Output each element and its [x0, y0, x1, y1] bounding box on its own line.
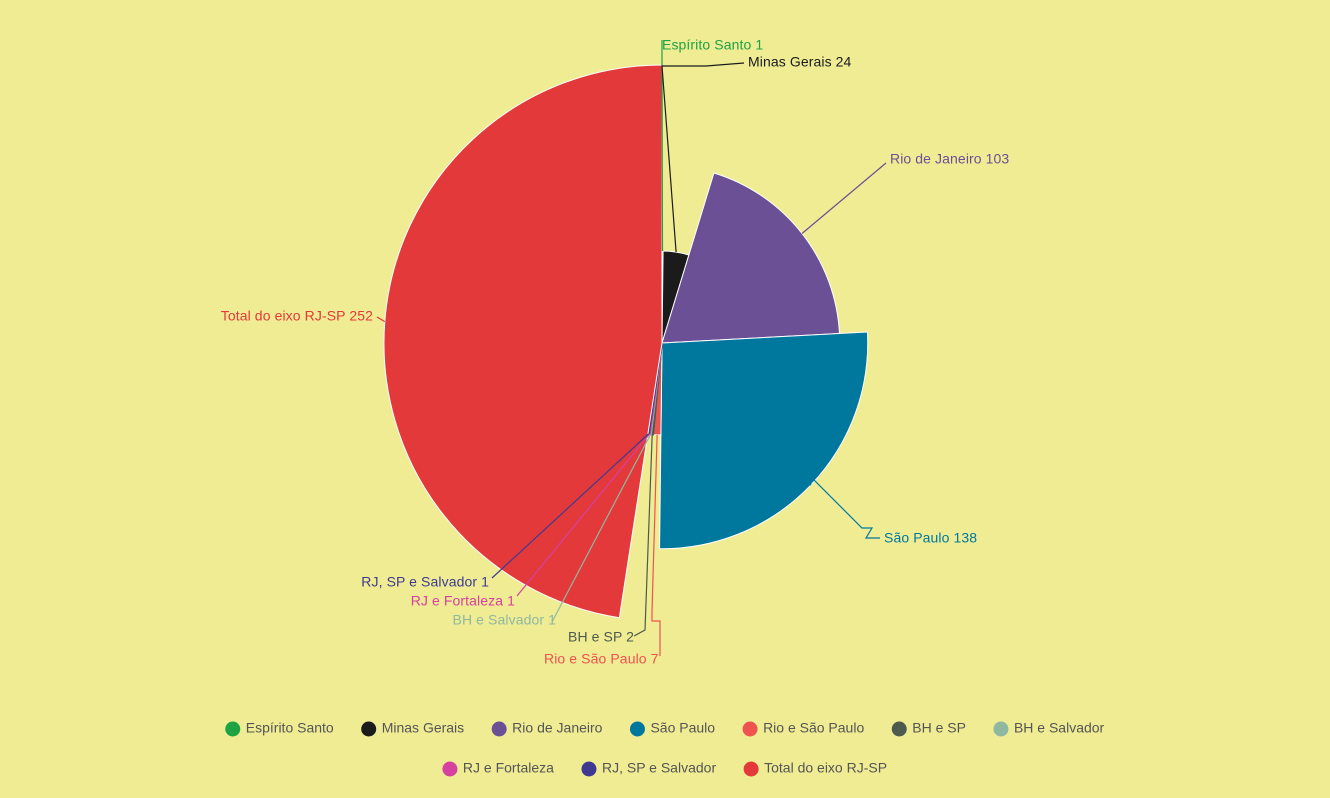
data-label-bh-e-salvador: BH e Salvador 1 — [453, 612, 557, 628]
callout-line-bh-e-salvador — [551, 434, 652, 623]
data-label-bh-e-sp: BH e SP 2 — [568, 629, 634, 645]
data-label-sao-paulo: São Paulo 138 — [884, 530, 977, 546]
data-label-rj-sp-e-salvador: RJ, SP e Salvador 1 — [361, 574, 489, 590]
legend-swatch-rj-e-fortaleza — [442, 761, 458, 777]
pie-slice-sao-paulo — [659, 331, 869, 550]
legend-label-total-do-eixo-rj-sp: Total do eixo RJ-SP — [764, 760, 887, 776]
data-label-rio-e-sao-paulo: Rio e São Paulo 7 — [544, 651, 659, 667]
callout-line-total-do-eixo-rj-sp — [376, 316, 386, 323]
legend-swatch-total-do-eixo-rj-sp — [743, 761, 759, 777]
legend-label-rj-sp-e-salvador: RJ, SP e Salvador — [602, 760, 716, 776]
legend-label-rio-e-sao-paulo: Rio e São Paulo — [763, 720, 864, 736]
legend-swatch-rj-sp-e-salvador — [581, 761, 597, 777]
legend-swatch-minas-gerais — [361, 721, 377, 737]
legend-swatch-rio-de-janeiro — [491, 721, 507, 737]
legend-label-minas-gerais: Minas Gerais — [382, 720, 464, 736]
callout-line-sao-paulo — [809, 476, 880, 539]
callout-line-rj-e-fortaleza — [516, 433, 650, 597]
legend-label-sao-paulo: São Paulo — [650, 720, 715, 736]
callout-line-espirito-santo — [661, 40, 664, 252]
legend-label-rj-e-fortaleza: RJ e Fortaleza — [463, 760, 554, 776]
data-label-espirito-santo: Espírito Santo 1 — [662, 37, 763, 53]
callout-line-rio-e-sao-paulo — [651, 434, 661, 656]
legend-label-rio-de-janeiro: Rio de Janeiro — [512, 720, 602, 736]
data-label-total-do-eixo-rj-sp: Total do eixo RJ-SP 252 — [221, 308, 373, 324]
legend-item-minas-gerais[interactable]: Minas Gerais — [361, 720, 464, 737]
legend-item-espirito-santo[interactable]: Espírito Santo — [225, 720, 334, 737]
callout-line-bh-e-sp — [633, 434, 653, 637]
legend-swatch-bh-e-salvador — [993, 721, 1009, 737]
legend-item-total-do-eixo-rj-sp[interactable]: Total do eixo RJ-SP — [743, 760, 887, 777]
legend-swatch-bh-e-sp — [891, 721, 907, 737]
callout-line-minas-gerais — [661, 62, 745, 253]
legend-swatch-sao-paulo — [629, 721, 645, 737]
legend-item-bh-e-salvador[interactable]: BH e Salvador — [993, 720, 1105, 737]
legend-label-espirito-santo: Espírito Santo — [246, 720, 334, 736]
legend-label-bh-e-sp: BH e SP — [912, 720, 966, 736]
slices-layer — [383, 64, 869, 619]
data-label-rj-e-fortaleza: RJ e Fortaleza 1 — [411, 593, 515, 609]
legend-swatch-espirito-santo — [225, 721, 241, 737]
data-label-rio-de-janeiro: Rio de Janeiro 103 — [890, 151, 1009, 167]
legend: Espírito Santo Minas Gerais Rio de Janeiro… — [225, 720, 1105, 777]
pie-slice-total-do-eixo-rj-sp — [383, 64, 663, 619]
legend-item-rj-e-fortaleza[interactable]: RJ e Fortaleza — [442, 760, 554, 777]
legend-label-bh-e-salvador: BH e Salvador — [1014, 720, 1105, 736]
legend-swatch-rio-e-sao-paulo — [742, 721, 758, 737]
legend-item-rio-de-janeiro[interactable]: Rio de Janeiro — [491, 720, 603, 737]
data-label-minas-gerais: Minas Gerais 24 — [748, 54, 852, 70]
legend-item-bh-e-sp[interactable]: BH e SP — [891, 720, 966, 737]
legend-item-rj-sp-e-salvador[interactable]: RJ, SP e Salvador — [581, 760, 716, 777]
pie-slice-rio-de-janeiro — [661, 172, 841, 344]
legend-item-sao-paulo[interactable]: São Paulo — [629, 720, 715, 737]
callout-line-rj-sp-e-salvador — [491, 433, 649, 579]
legend-item-rio-e-sao-paulo[interactable]: Rio e São Paulo — [742, 720, 865, 737]
callout-line-rio-de-janeiro — [801, 162, 887, 234]
